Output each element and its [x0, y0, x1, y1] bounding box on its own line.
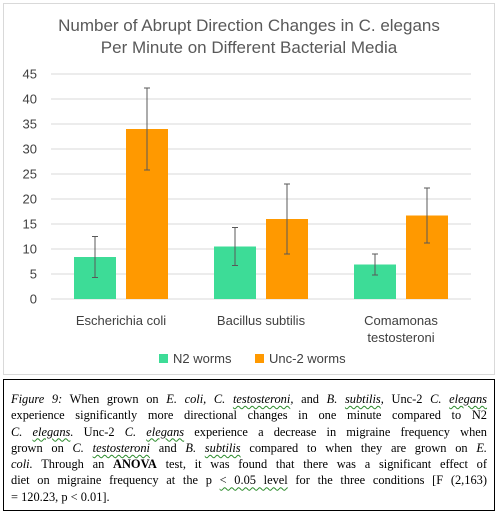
caption-line: C. elegans. Unc-2 C. elegans experience …: [11, 424, 487, 440]
caption-run: testosteroni: [232, 392, 291, 406]
legend-label: N2 worms: [173, 351, 232, 366]
gridlines: [51, 73, 471, 300]
error-bars: [92, 87, 430, 278]
caption-run: experience significantly more directiona…: [11, 408, 487, 423]
caption-run: B.: [185, 440, 205, 455]
y-tick-label: 30: [23, 142, 37, 157]
caption-run: ,: [290, 392, 294, 406]
chart-panel: Number of Abrupt Direction Changes in C.…: [3, 3, 495, 375]
y-tick-label: 20: [23, 192, 37, 207]
caption-line: Figure 9: When grown on E. coli, C. test…: [11, 391, 487, 407]
caption-run: grown on: [11, 440, 73, 455]
caption-run: Figure 9:: [11, 392, 63, 406]
caption-run: ANOVA: [113, 457, 157, 472]
caption-line: coli. Through an ANOVA test, it was foun…: [11, 456, 487, 472]
caption-run: E.: [476, 440, 488, 455]
y-tick-label: 25: [23, 167, 37, 182]
legend-swatch: [159, 354, 168, 363]
legend-swatch: [255, 354, 264, 363]
x-axis-categories: Escherichia coli Bacillus subtilis Comamon…: [76, 313, 439, 345]
caption-run: subtilis: [344, 392, 381, 406]
caption-run: coli.: [11, 457, 33, 472]
caption-run: and: [293, 392, 327, 406]
y-tick-label: 35: [23, 117, 37, 132]
caption-run: Through an: [32, 457, 114, 472]
caption-run: and: [150, 440, 186, 455]
x-category-label: testosteroni: [367, 330, 434, 345]
caption-run: testosteroni: [92, 440, 151, 455]
caption-line: experience significantly more directiona…: [11, 407, 487, 423]
caption-run: C.: [430, 392, 450, 406]
caption-run: subtilis: [204, 440, 241, 455]
y-tick-label: 0: [30, 292, 37, 307]
x-category-label: Comamonas: [364, 313, 438, 328]
caption-run: < 0.05 level: [219, 473, 288, 488]
y-tick-label: 10: [23, 242, 37, 257]
bar-chart: Number of Abrupt Direction Changes in C.…: [23, 16, 471, 366]
y-tick-label: 45: [23, 67, 37, 82]
caption-run: for the three conditions [F (2,163): [287, 473, 487, 488]
y-tick-label: 15: [23, 217, 37, 232]
caption-run: C.: [124, 424, 147, 439]
caption-run: Unc-2: [383, 392, 431, 406]
caption-run: .: [70, 424, 74, 439]
caption-run: Unc-2: [73, 424, 125, 439]
x-category-label: Bacillus subtilis: [217, 313, 306, 328]
caption-run: elegans: [32, 424, 71, 439]
caption-run: compared to when they are grown on: [240, 440, 477, 455]
caption-run: elegans: [146, 424, 185, 439]
caption-run: elegans: [449, 392, 488, 406]
figure-caption: Figure 9: When grown on E. coli, C. test…: [3, 379, 495, 511]
caption-run: C.: [72, 440, 93, 455]
chart-title: Number of Abrupt Direction Changes in C.…: [58, 16, 440, 57]
caption-line: grown on C. testosteroni and B. subtilis…: [11, 440, 487, 456]
chart-title-line: Per Minute on Different Bacterial Media: [101, 38, 398, 57]
caption-run: experience a decrease in migraine freque…: [184, 424, 487, 439]
caption-line: = 120.23, p < 0.01].: [11, 489, 487, 505]
caption-line: diet on migraine frequency at the p < 0.…: [11, 472, 487, 488]
caption-run: test, it was found that there was a sign…: [156, 457, 487, 472]
legend: N2 worms Unc-2 worms: [159, 351, 346, 366]
chart-title-line: Number of Abrupt Direction Changes in C.…: [58, 16, 440, 35]
caption-run: ,: [380, 392, 384, 406]
caption-run: E. coli, C.: [166, 392, 233, 406]
y-axis-ticks: 0 5 10 15 20 25 30 35 40 45: [23, 67, 37, 307]
y-tick-label: 40: [23, 92, 37, 107]
caption-run: B.: [326, 392, 345, 406]
caption-run: When grown on: [62, 392, 167, 406]
x-category-label: Escherichia coli: [76, 313, 166, 328]
caption-run: diet on migraine frequency at the p: [11, 473, 220, 488]
legend-label: Unc-2 worms: [269, 351, 346, 366]
y-tick-label: 5: [30, 267, 37, 282]
caption-run: = 120.23, p < 0.01].: [11, 489, 110, 504]
caption-run: C.: [11, 424, 33, 439]
